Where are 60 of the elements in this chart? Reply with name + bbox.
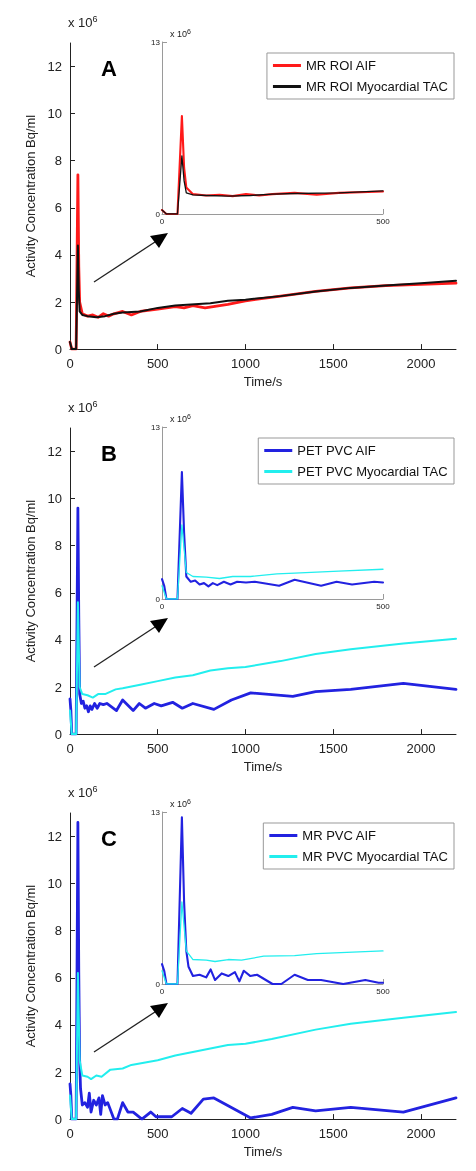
text: B	[101, 440, 117, 466]
x-tick-label: 1000	[230, 1126, 260, 1142]
y-tick-label: 0	[54, 1111, 62, 1127]
y-tick-label: 12	[47, 829, 62, 845]
legend-label: PET PVC Myocardial TAC	[297, 464, 448, 479]
x-tick-label: 0	[66, 356, 74, 372]
y-tick-label: 8	[54, 153, 62, 169]
legend-label: MR ROI AIF	[305, 58, 377, 73]
x-tick-label: 500	[376, 216, 391, 226]
x-tick-label: 2000	[406, 356, 436, 372]
y-tick-label: 8	[54, 923, 62, 939]
y-tick-label: 8	[54, 538, 62, 554]
y-tick-label: 0	[54, 341, 62, 357]
legend-label: MR PVC AIF	[302, 828, 377, 843]
y-tick-label: 10	[47, 106, 62, 122]
x-tick-label: 0	[66, 1126, 74, 1142]
text: A	[101, 55, 117, 81]
x-tick-label: 1000	[230, 356, 260, 372]
x-tick-label: 1500	[318, 1126, 348, 1142]
y-tick-label: 6	[54, 970, 62, 986]
y-tick-label: 2	[54, 1064, 62, 1080]
y-tick-label: 12	[47, 444, 62, 460]
y-tick-label: 10	[47, 491, 62, 507]
x-axis-title: Time/s	[243, 759, 283, 774]
x-axis-title: Time/s	[243, 374, 283, 389]
y-tick-label: 4	[54, 247, 62, 263]
y-axis-title: Activity Concentration Bq/ml	[22, 884, 38, 1048]
x-tick-label: 500	[376, 601, 391, 611]
y-tick-label: 0	[155, 209, 161, 219]
y-tick-label: 12	[47, 59, 62, 75]
x-tick-label: 1000	[230, 741, 260, 757]
y-tick-label: 13	[151, 807, 161, 817]
y-tick-label: 13	[151, 37, 161, 47]
legend-label: PET PVC AIF	[297, 443, 376, 458]
text: C	[101, 825, 117, 851]
y-tick-label: 0	[54, 726, 62, 742]
x-tick-label: 2000	[406, 741, 436, 757]
y-tick-label: 10	[47, 876, 62, 892]
x-tick-label: 0	[66, 741, 74, 757]
x-tick-label: 1500	[318, 356, 348, 372]
y-tick-label: 0	[155, 979, 161, 989]
y-tick-label: 4	[54, 632, 62, 648]
y-tick-label: 0	[155, 594, 161, 604]
x-tick-label: 500	[376, 986, 391, 996]
y-tick-label: 13	[151, 422, 161, 432]
y-tick-label: 6	[54, 200, 62, 216]
legend-label: MR PVC Myocardial TAC	[302, 849, 448, 864]
y-axis-title: Activity Concentration Bq/ml	[22, 499, 38, 663]
x-tick-label: 500	[146, 1126, 169, 1142]
y-tick-label: 2	[54, 679, 62, 695]
x-axis-title: Time/s	[243, 1144, 283, 1159]
legend-label: MR ROI Myocardial TAC	[305, 79, 448, 94]
x-tick-label: 2000	[406, 1126, 436, 1142]
x-tick-label: 1500	[318, 741, 348, 757]
x-tick-label: 500	[146, 356, 169, 372]
y-axis-title: Activity Concentration Bq/ml	[22, 114, 38, 278]
y-tick-label: 6	[54, 585, 62, 601]
x-tick-label: 500	[146, 741, 169, 757]
y-tick-label: 2	[54, 294, 62, 310]
y-tick-label: 4	[54, 1017, 62, 1033]
